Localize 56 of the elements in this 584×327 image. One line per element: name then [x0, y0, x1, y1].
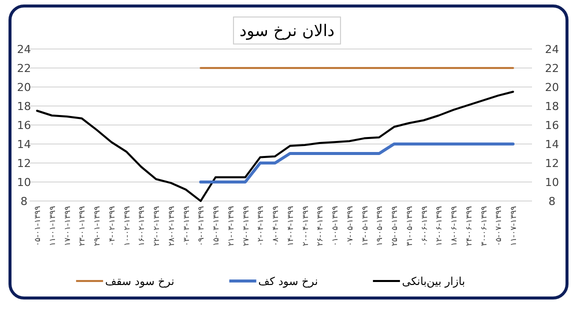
- y2-tick-label: 24: [545, 43, 559, 56]
- x-tick-label: ۲۷-۰۳-۱۳۹۹: [241, 206, 250, 246]
- x-tick-label: ۰۵-۰۷-۱۳۹۹: [494, 206, 504, 246]
- x-tick-label: ۲۶-۰۴-۱۳۹۹: [316, 206, 325, 246]
- y2-tick-label: 10: [545, 176, 559, 189]
- x-tick-label: ۰۱-۰۵-۱۳۹۹: [330, 206, 340, 246]
- x-tick-label: ۰۳-۰۳-۱۳۹۹: [182, 206, 191, 246]
- title: دالان نرخ سود: [232, 16, 342, 44]
- y-tick-label: 16: [17, 119, 31, 132]
- x-tick-label: ۰۹-۰۳-۱۳۹۹: [196, 206, 206, 246]
- x-tick-label: ۱۱-۰۱-۱۳۹۹: [48, 206, 57, 246]
- x-tick-label: ۰۴-۰۲-۱۳۹۹: [107, 206, 116, 246]
- x-tick-label: ۱۰-۰۲-۱۳۹۹: [122, 206, 132, 246]
- x-tick-label: ۲۴-۰۶-۱۳۹۹: [464, 206, 474, 246]
- x-tick-label: ۱۶-۰۲-۱۳۹۹: [137, 206, 146, 246]
- x-tick-label: ۲۳-۰۱-۱۳۹۹: [78, 206, 87, 246]
- x-tick-label: ۲۸-۰۲-۱۳۹۹: [166, 206, 176, 246]
- y-tick-label: 14: [17, 138, 31, 151]
- chart-title: دالان نرخ سود: [239, 21, 335, 40]
- y-tick-label: 12: [17, 157, 31, 170]
- y-tick-label: 18: [17, 100, 31, 113]
- y2-tick-label: 16: [545, 119, 559, 132]
- x-tick-label: ۱۵-۰۳-۱۳۹۹: [212, 206, 221, 246]
- legend-label: بازار بین‌بانکی: [402, 275, 465, 288]
- y2-tick-label: 14: [545, 138, 559, 151]
- y2-tick-label: 20: [545, 81, 559, 94]
- legend-label: نرخ سود سقف: [105, 275, 174, 288]
- y-tick-label: 20: [17, 81, 31, 94]
- x-tick-label: ۲۰-۰۴-۱۳۹۹: [300, 206, 310, 246]
- x-tick-label: ۰۵-۰۱-۱۳۹۹: [33, 206, 42, 246]
- x-tick-label: ۰۲-۰۴-۱۳۹۹: [256, 206, 266, 246]
- x-tick-label: ۰۷-۰۵-۱۳۹۹: [345, 206, 354, 246]
- x-tick-label: ۱۹-۰۵-۱۳۹۹: [375, 206, 384, 246]
- x-tick-label: ۳۱-۰۵-۱۳۹۹: [404, 206, 414, 246]
- y2-tick-label: 12: [545, 157, 559, 170]
- x-tick-label: ۲۹-۰۱-۱۳۹۹: [92, 206, 102, 246]
- x-tick-label: ۱۸-۰۶-۱۳۹۹: [450, 206, 459, 246]
- y-tick-label: 10: [17, 176, 31, 189]
- x-tick-label: ۱۴-۰۴-۱۳۹۹: [286, 206, 295, 246]
- y2-tick-label: 22: [545, 62, 559, 75]
- x-tick-label: ۲۱-۰۳-۱۳۹۹: [226, 206, 236, 246]
- x-tick-label: ۱۷-۰۱-۱۳۹۹: [62, 206, 72, 246]
- y2-tick-label: 8: [548, 195, 556, 208]
- y-tick-label: 22: [17, 62, 31, 75]
- x-tick-label: ۲۵-۰۵-۱۳۹۹: [390, 206, 400, 246]
- x-tick-label: ۱۳-۰۵-۱۳۹۹: [360, 206, 370, 246]
- x-tick-label: ۰۶-۰۶-۱۳۹۹: [420, 206, 429, 246]
- x-tick-label: ۱۱-۰۷-۱۳۹۹: [509, 206, 518, 246]
- x-tick-label: ۳۰-۰۶-۱۳۹۹: [479, 206, 488, 246]
- x-tick-label: ۱۲-۰۶-۱۳۹۹: [434, 206, 444, 246]
- y-tick-label: 24: [17, 43, 31, 56]
- y-tick-label: 8: [20, 195, 28, 208]
- x-tick-label: ۲۲-۰۲-۱۳۹۹: [152, 206, 162, 246]
- y2-tick-label: 18: [545, 100, 559, 113]
- x-tick-label: ۰۸-۰۴-۱۳۹۹: [271, 206, 280, 246]
- legend-label: نرخ سود کف: [258, 275, 318, 288]
